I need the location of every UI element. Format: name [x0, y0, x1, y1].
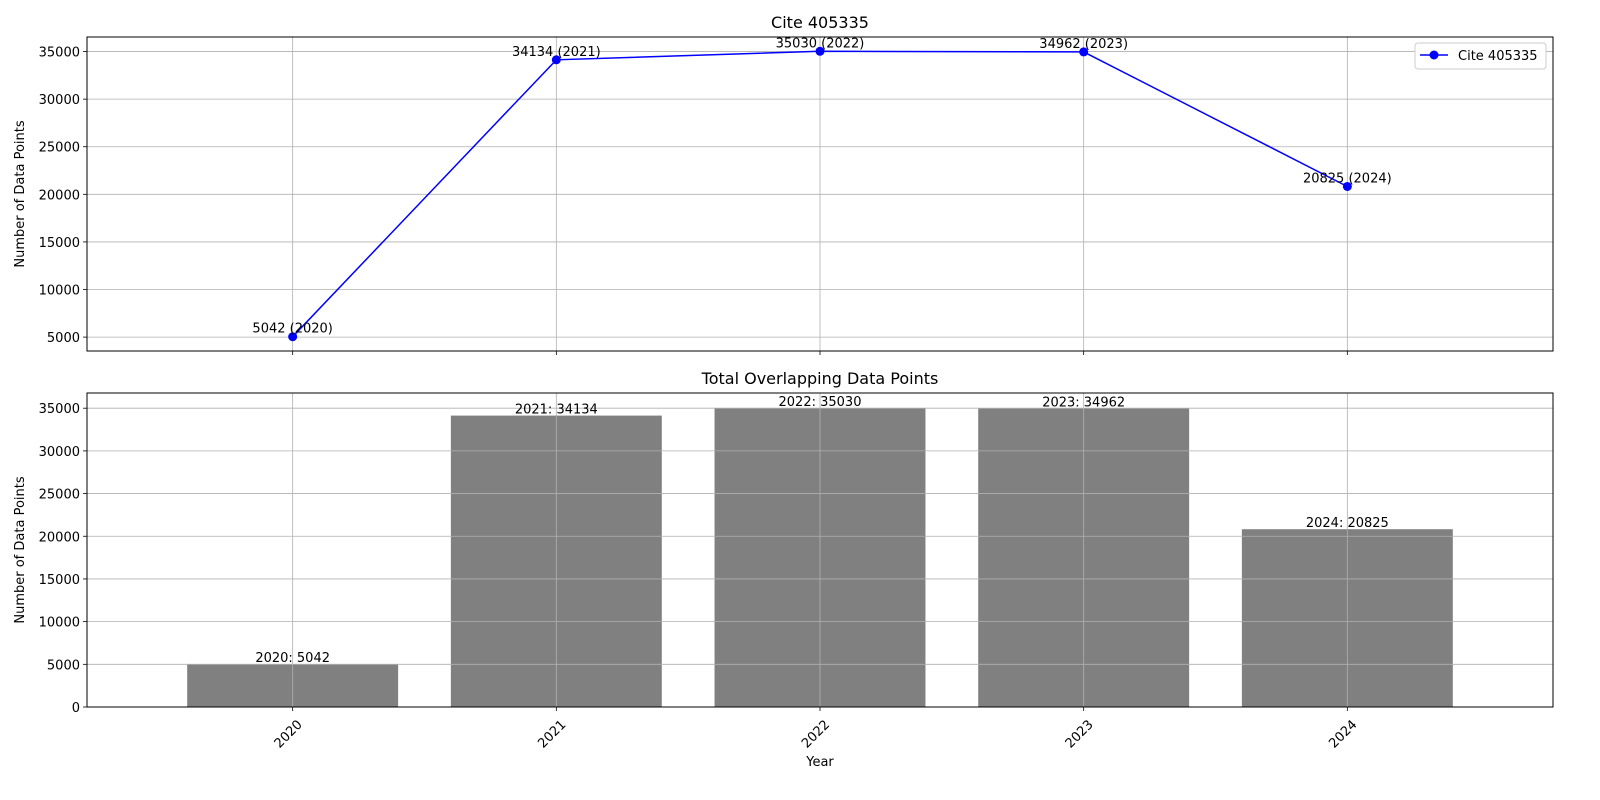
bar-label: 2022: 35030 [779, 395, 862, 410]
bar-label: 2021: 34134 [515, 403, 598, 418]
bar-chart-bar-labels: 2020: 5042 2021: 34134 2022: 35030 2023: 34… [255, 395, 1388, 666]
bar-chart-y-ticks: 0 5000 10000 15000 20000 25000 30000 35000 [39, 402, 87, 716]
bar-label: 2023: 34962 [1042, 396, 1125, 411]
legend: Cite 405335 [1414, 42, 1547, 70]
line-point-2021 [551, 55, 561, 65]
line-point-2023 [1079, 47, 1089, 57]
bar-chart-y-tick-label: 10000 [39, 616, 80, 631]
bar-chart-y-tick-label: 25000 [39, 488, 80, 503]
line-chart-y-tick-label: 5000 [47, 331, 80, 346]
line-chart-point-labels: 5042 (2020) 34134 (2021) 35030 (2022) 34962… [252, 36, 1391, 336]
line-point-2024 [1342, 181, 1352, 191]
bar-chart-x-tick-label: 2023 [1063, 717, 1097, 751]
line-point-label: 20825 (2024) [1303, 171, 1392, 186]
bar-chart-axes: Total Overlapping Data Points Number of … [13, 369, 1554, 770]
bar-chart-x-tick-label: 2020 [272, 717, 306, 751]
bar-chart-x-tick-label: 2022 [799, 717, 833, 751]
line-chart-y-tick-label: 15000 [39, 236, 80, 251]
line-chart-grid [87, 37, 1553, 351]
bar-chart-y-tick-label: 0 [72, 701, 80, 716]
line-chart-y-tick-label: 20000 [39, 188, 80, 203]
bar-chart-y-tick-label: 15000 [39, 573, 80, 588]
line-chart-frame [86, 36, 1554, 352]
bar-label: 2024: 20825 [1306, 516, 1389, 531]
line-point-label: 34134 (2021) [512, 45, 601, 60]
line-chart-y-axis-label: Number of Data Points [13, 120, 28, 267]
line-chart-y-tick-label: 25000 [39, 141, 80, 156]
line-chart-series [288, 46, 1352, 342]
line-chart-axes: Cite 405335 Number of Data Points 5000 10… [13, 13, 1554, 355]
bar-label: 2020: 5042 [255, 651, 330, 666]
line-point-2022 [815, 46, 825, 56]
line-point-label: 34962 (2023) [1039, 37, 1128, 52]
bar-chart-x-tick-label: 2024 [1326, 717, 1360, 751]
line-point-label: 35030 (2022) [776, 36, 865, 51]
bar-chart-title: Total Overlapping Data Points [701, 369, 939, 388]
line-chart-y-tick-label: 30000 [39, 93, 80, 108]
line-point-2020 [288, 332, 298, 342]
legend-marker-swatch [1429, 50, 1439, 60]
line-point-label: 5042 (2020) [252, 322, 332, 337]
bar-chart-y-tick-label: 20000 [39, 530, 80, 545]
bar-chart-x-axis-label: Year [805, 755, 834, 770]
line-chart-y-ticks: 5000 10000 15000 20000 25000 30000 35000 [39, 46, 87, 346]
bar-chart-x-ticks: 2020 2021 2022 2023 2024 [272, 707, 1360, 751]
line-chart-title: Cite 405335 [771, 13, 869, 32]
legend-label: Cite 405335 [1458, 49, 1538, 64]
line-chart-x-ticks [292, 351, 1348, 355]
bar-chart-y-tick-label: 35000 [39, 402, 80, 417]
bar-chart-y-tick-label: 30000 [39, 445, 80, 460]
bar-chart-frame [86, 392, 1554, 708]
line-chart-y-tick-label: 10000 [39, 284, 80, 299]
bar-chart-x-tick-label: 2021 [535, 717, 569, 751]
legend-box [1414, 42, 1547, 70]
bar-chart-y-axis-label: Number of Data Points [13, 476, 28, 623]
bar-chart-y-tick-label: 5000 [47, 658, 80, 673]
line-chart-y-tick-label: 35000 [39, 46, 80, 61]
